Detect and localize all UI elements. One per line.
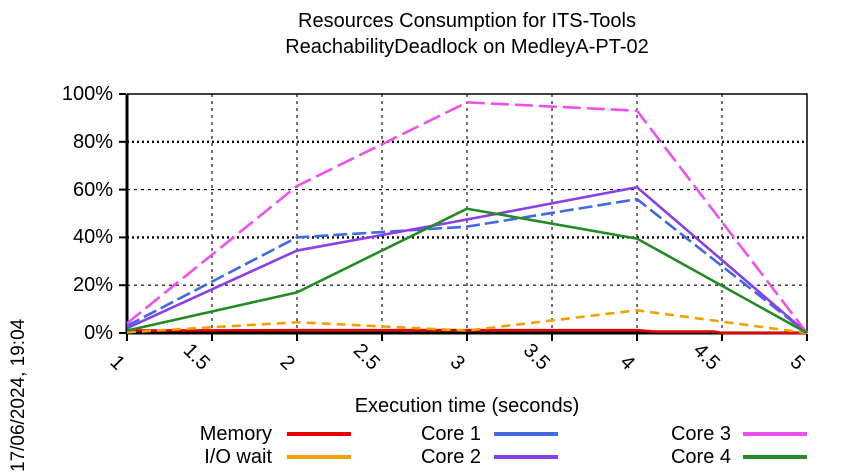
axis-border-top-right <box>127 93 808 333</box>
ytick-label-60: 60% <box>72 178 113 201</box>
ytick-label-40: 40% <box>72 226 113 249</box>
ytick-label-80: 80% <box>72 130 113 153</box>
chart-subtitle: ReachabilityDeadlock on MedleyA-PT-02 <box>285 36 649 58</box>
legend-swatch-memory <box>287 432 351 436</box>
legend-label-core-3: Core 3 <box>670 423 731 445</box>
legend-swatch-core-3 <box>743 432 807 436</box>
x-axis-title: Execution time (seconds) <box>354 395 580 417</box>
series-line-memory <box>126 328 807 335</box>
legend-swatch-core-2 <box>494 455 558 459</box>
series-line-core-4 <box>126 207 808 335</box>
legend-label-memory: Memory <box>199 423 272 445</box>
legend-swatch-i-o-wait <box>287 455 351 459</box>
legend-swatch-core-4 <box>743 455 807 459</box>
timestamp: 17/06/2024, 19:04 <box>8 318 29 472</box>
chart-title: Resources Consumption for ITS-Tools <box>298 10 636 32</box>
legend-label-core-4: Core 4 <box>670 446 731 468</box>
legend-label-core-1: Core 1 <box>420 423 481 445</box>
ytick-label-100: 100% <box>61 83 113 105</box>
ytick-label-20: 20% <box>72 274 113 297</box>
series-line-i-o-wait <box>126 308 808 335</box>
series-line-core-2 <box>126 185 808 334</box>
legend-label-core-2: Core 2 <box>420 446 481 468</box>
legend-label-i-o-wait: I/O wait <box>204 446 272 468</box>
legend-swatch-core-1 <box>494 432 558 436</box>
axis-border-left-bottom <box>125 94 807 335</box>
series-line-core-1 <box>126 197 808 335</box>
series-line-core-3 <box>126 101 809 334</box>
ytick-label-0: 0% <box>84 322 113 344</box>
